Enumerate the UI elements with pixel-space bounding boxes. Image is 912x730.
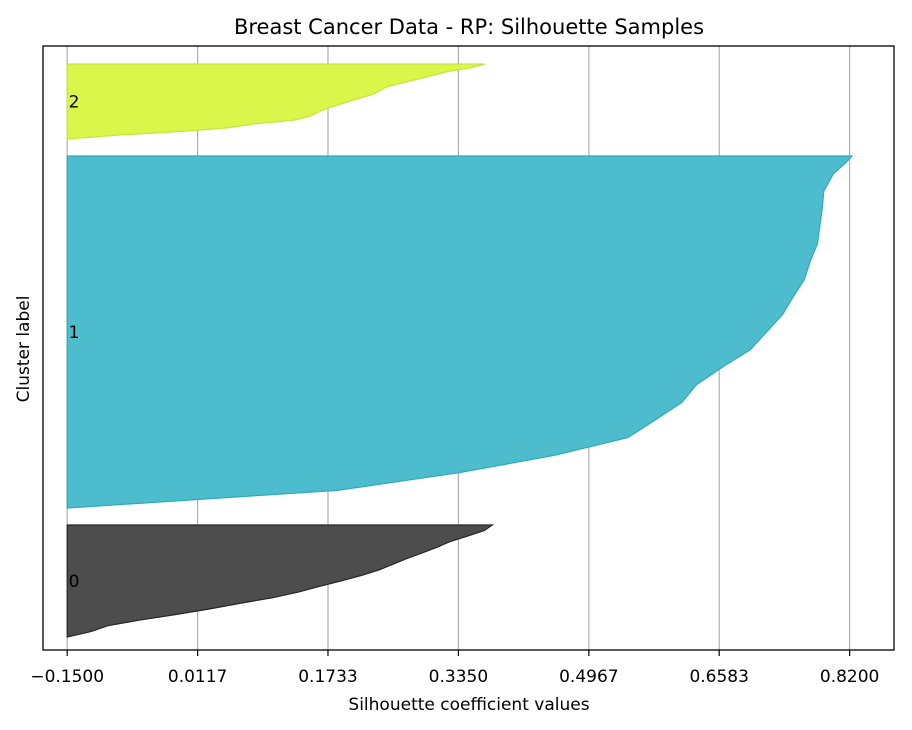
cluster-area-2 (66, 63, 486, 140)
cluster-label-0: 0 (69, 572, 80, 592)
x-tick-label-5: 0.6583 (689, 667, 748, 687)
cluster-areas (66, 63, 854, 638)
x-tick-label-3: 0.3350 (429, 667, 488, 687)
y-axis-label: Cluster label (14, 296, 34, 403)
x-tick-label-6: 0.8200 (820, 667, 879, 687)
plot-frame (42, 45, 895, 651)
x-tick-label-2: 0.1733 (298, 667, 357, 687)
cluster-label-2: 2 (69, 93, 80, 113)
cluster-area-0 (66, 524, 495, 638)
cluster-label-1: 1 (69, 323, 80, 343)
x-tick-label-4: 0.4967 (559, 667, 618, 687)
x-axis-label: Silhouette coefficient values (348, 695, 589, 715)
cluster-area-1 (66, 155, 854, 509)
x-axis-ticks: −0.1500 0.0117 0.1733 0.3350 0.4967 0.6583 0.8… (30, 650, 879, 687)
chart-title: Breast Cancer Data - RP: Silhouette Samp… (234, 15, 704, 39)
y-axis-labels: 0 1 2 (69, 93, 80, 593)
x-tick-label-1: 0.0117 (168, 667, 227, 687)
x-tick-label-0: −0.1500 (30, 667, 104, 687)
